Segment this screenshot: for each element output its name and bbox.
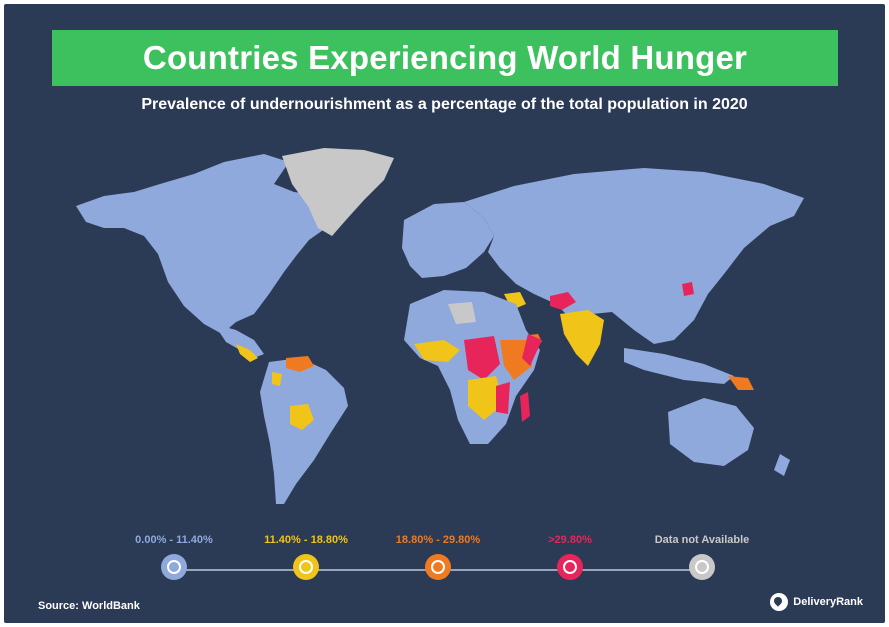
region-australia [668, 398, 754, 466]
region-central-america-hunger [236, 344, 258, 362]
legend-dot-severe [557, 554, 583, 580]
legend-item-mid: 11.40% - 18.80% [231, 532, 381, 580]
region-sahel-na [448, 302, 476, 324]
region-greenland [282, 148, 394, 236]
region-southeast-asia [624, 348, 734, 384]
legend-dot-low [161, 554, 187, 580]
region-middle-east-hunger [504, 292, 526, 310]
source-credit: Source: WorldBank [38, 600, 140, 612]
region-venezuela [286, 356, 314, 372]
title-banner: Countries Experiencing World Hunger [52, 30, 838, 86]
legend-label-na: Data not Available [654, 534, 750, 546]
legend-item-na: Data not Available [627, 532, 777, 580]
legend-label-severe: >29.80% [548, 534, 592, 546]
region-central-america [214, 324, 264, 358]
region-europe [402, 202, 494, 278]
infographic-panel: Countries Experiencing World Hunger Prev… [4, 4, 885, 623]
brand: DeliveryRank [770, 593, 863, 611]
legend-dot-mid [293, 554, 319, 580]
brand-logo-icon [770, 593, 789, 611]
region-asia [464, 168, 804, 344]
region-mozambique [496, 382, 510, 414]
region-papua-new-guinea [728, 376, 754, 390]
region-west-africa [414, 340, 460, 362]
legend-label-mid: 11.40% - 18.80% [264, 534, 348, 546]
region-afghanistan [550, 292, 576, 310]
region-north-korea [682, 282, 694, 296]
region-central-africa [464, 336, 500, 380]
legend-item-low: 0.00% - 11.40% [99, 532, 249, 580]
legend-item-severe: >29.80% [495, 532, 645, 580]
region-south-asia [560, 310, 604, 366]
page-title: Countries Experiencing World Hunger [142, 39, 748, 76]
region-south-america [260, 358, 348, 504]
world-map [76, 148, 804, 504]
legend: 0.00% - 11.40% 11.40% - 18.80% 18.80% - … [4, 532, 885, 592]
region-colombia-hunger [272, 372, 282, 386]
legend-dot-high [425, 554, 451, 580]
region-north-america [76, 154, 342, 334]
region-somalia [522, 334, 542, 366]
legend-dot-na [689, 554, 715, 580]
legend-item-high: 18.80% - 29.80% [363, 532, 513, 580]
legend-label-high: 18.80% - 29.80% [395, 534, 481, 546]
subtitle: Prevalence of undernourishment as a perc… [141, 96, 748, 113]
region-madagascar [520, 392, 530, 422]
legend-label-low: 0.00% - 11.40% [135, 534, 213, 546]
brand-name: DeliveryRank [793, 596, 863, 608]
region-southern-africa [468, 376, 504, 420]
region-bolivia [290, 404, 314, 430]
region-new-zealand [774, 454, 790, 476]
